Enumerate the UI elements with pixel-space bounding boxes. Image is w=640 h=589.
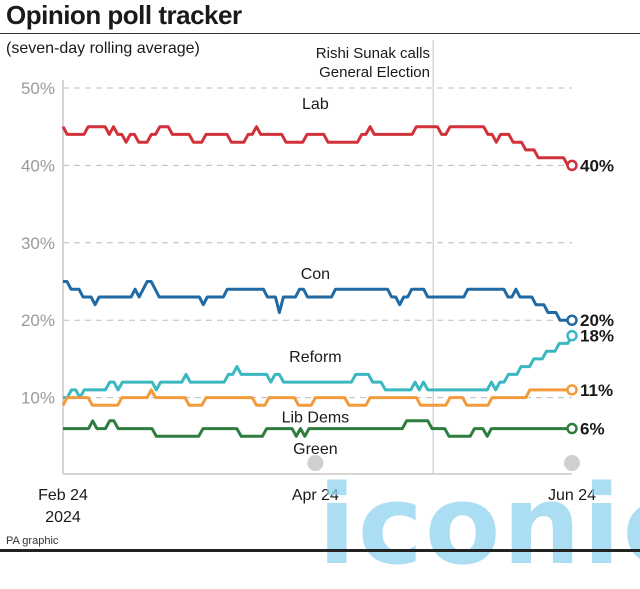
- x-tick-label: Jun 24: [548, 487, 596, 504]
- series-name-label: Reform: [289, 349, 341, 366]
- series-line-con: [63, 280, 572, 322]
- series-end-marker: [566, 384, 578, 396]
- x-marker-dot: [307, 455, 324, 471]
- x-tick-label: Feb 24: [38, 487, 88, 504]
- election-annotation: Rishi Sunak calls General Election: [290, 44, 430, 82]
- series-end-label: 18%: [580, 327, 614, 346]
- series-end-marker: [566, 159, 578, 172]
- y-tick-label: 40%: [21, 156, 55, 175]
- series-name-label: Lib Dems: [282, 409, 350, 426]
- series-line-lib-dems: [61, 388, 572, 407]
- iconic-watermark: iconic: [318, 461, 640, 589]
- annotation-line-2: General Election: [319, 64, 430, 81]
- series-name-label: Lab: [302, 96, 329, 113]
- y-tick-label: 10%: [21, 389, 55, 408]
- credit-label: PA graphic: [6, 535, 59, 547]
- chart-subtitle: (seven-day rolling average): [6, 40, 200, 57]
- series-end-marker: [566, 422, 578, 435]
- series-line-green: [63, 419, 572, 438]
- x-tick-label: Apr 24: [292, 487, 339, 504]
- x-marker-dot: [564, 455, 580, 471]
- chart-title: Opinion poll tracker: [6, 0, 242, 30]
- series-end-label: 20%: [580, 311, 614, 330]
- series-line-lab: [61, 125, 572, 167]
- annotation-line-1: Rishi Sunak calls: [315, 45, 430, 62]
- series-end-label: 40%: [580, 156, 614, 175]
- series-name-label: Green: [293, 441, 337, 458]
- series-end-label: 6%: [580, 420, 605, 439]
- series-end-label: 11%: [580, 381, 613, 400]
- y-tick-label: 50%: [21, 79, 55, 98]
- series-end-marker: [566, 314, 578, 326]
- series-name-label: Con: [301, 266, 330, 283]
- series-end-marker: [566, 329, 578, 342]
- bottom-bar: [0, 549, 640, 552]
- line-chart: 10% 20% 30% 40% 50% Feb 24 2024 Apr 24 Jun 24 40%…: [21, 40, 614, 526]
- series-line-reform: [63, 334, 574, 400]
- title-divider: [0, 33, 640, 34]
- x-tick-sublabel: 2024: [45, 509, 81, 526]
- y-tick-label: 20%: [21, 311, 55, 330]
- y-tick-label: 30%: [21, 234, 55, 253]
